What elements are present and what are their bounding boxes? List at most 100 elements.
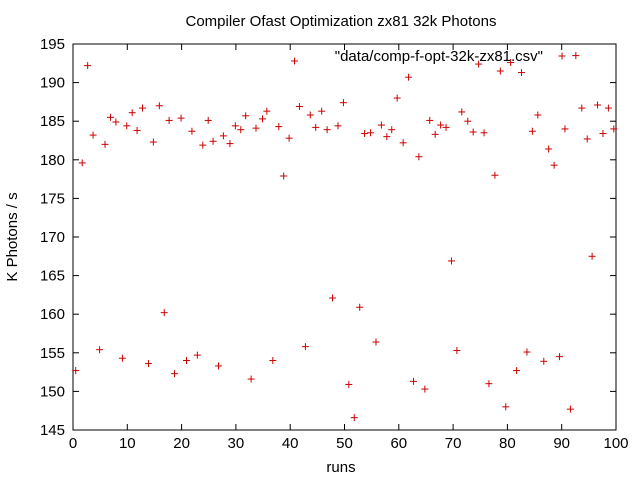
x-tick-label: 100 xyxy=(603,435,628,452)
data-point xyxy=(329,294,337,302)
data-point xyxy=(123,122,131,130)
data-point xyxy=(566,405,574,413)
data-point xyxy=(323,126,331,134)
data-point xyxy=(421,385,429,393)
y-tick-label: 155 xyxy=(40,345,65,362)
data-point xyxy=(491,171,499,179)
data-point xyxy=(610,125,618,133)
data-point xyxy=(112,118,120,126)
data-point xyxy=(204,116,212,124)
data-point xyxy=(485,380,493,388)
data-point xyxy=(431,130,439,138)
data-point xyxy=(295,103,303,111)
data-point xyxy=(219,132,227,140)
legend-marker-glyph xyxy=(558,52,566,60)
data-point xyxy=(409,377,417,385)
x-tick-label: 90 xyxy=(553,435,570,452)
data-point xyxy=(578,104,586,112)
data-point xyxy=(291,57,299,65)
data-point xyxy=(259,115,267,123)
data-point xyxy=(561,125,569,133)
data-point xyxy=(447,257,455,265)
data-point xyxy=(372,338,380,346)
data-point xyxy=(469,128,477,136)
data-point xyxy=(155,102,163,110)
data-point xyxy=(226,140,234,148)
y-axis-ticks: 145 150 155 160 165 170 175 180 185 190 195 xyxy=(40,36,616,439)
data-point xyxy=(393,94,401,102)
data-point xyxy=(528,127,536,135)
data-point xyxy=(496,67,504,75)
data-point xyxy=(252,124,260,132)
data-point xyxy=(480,129,488,137)
data-point xyxy=(453,346,461,354)
data-point xyxy=(583,135,591,143)
y-tick-label: 185 xyxy=(40,113,65,130)
data-point xyxy=(133,126,141,134)
data-point xyxy=(231,122,239,130)
data-point xyxy=(101,140,109,148)
data-point xyxy=(540,357,548,365)
data-point xyxy=(144,360,152,368)
plot-frame xyxy=(72,43,617,431)
x-tick-label: 20 xyxy=(173,435,190,452)
data-point xyxy=(72,367,80,375)
chart-title: Compiler Ofast Optimization zx81 32k Pho… xyxy=(186,13,497,30)
data-point xyxy=(507,59,515,67)
x-axis-ticks: 0 10 20 30 40 50 60 70 80 90 100 xyxy=(69,44,629,452)
data-point xyxy=(171,370,179,378)
data-point xyxy=(556,353,564,361)
data-point xyxy=(599,130,607,138)
data-point xyxy=(594,101,602,109)
data-point xyxy=(334,122,342,130)
data-point xyxy=(388,126,396,134)
x-tick-label: 80 xyxy=(499,435,516,452)
data-point xyxy=(128,109,136,117)
data-point xyxy=(215,362,223,370)
data-point xyxy=(177,114,185,122)
x-tick-label: 0 xyxy=(69,435,77,452)
data-point xyxy=(182,357,190,365)
data-point xyxy=(89,131,97,139)
y-tick-label: 150 xyxy=(40,383,65,400)
data-point xyxy=(545,145,553,153)
x-tick-label: 60 xyxy=(390,435,407,452)
data-point xyxy=(399,139,407,147)
data-point xyxy=(513,367,521,375)
data-point xyxy=(350,414,358,422)
data-point xyxy=(84,62,92,70)
x-tick-label: 40 xyxy=(282,435,299,452)
data-point xyxy=(464,117,472,125)
data-point xyxy=(442,123,450,131)
legend-marker xyxy=(558,52,566,60)
y-tick-label: 180 xyxy=(40,152,65,169)
data-point xyxy=(367,129,375,137)
y-tick-label: 165 xyxy=(40,268,65,285)
data-point xyxy=(280,172,288,180)
data-point xyxy=(118,354,126,362)
data-point xyxy=(242,112,250,120)
data-point xyxy=(275,123,283,131)
data-point xyxy=(475,60,483,68)
data-point xyxy=(502,403,510,411)
data-point xyxy=(405,73,413,81)
data-point xyxy=(523,348,531,356)
data-point xyxy=(269,357,277,365)
data-point xyxy=(139,104,147,112)
data-point xyxy=(458,108,466,116)
data-point xyxy=(306,111,314,119)
data-point xyxy=(247,375,255,383)
data-point xyxy=(604,104,612,112)
y-tick-label: 170 xyxy=(40,229,65,246)
data-point xyxy=(165,116,173,124)
y-axis-label: K Photons / s xyxy=(4,192,21,281)
data-point xyxy=(160,309,168,317)
data-point xyxy=(149,138,157,146)
data-point xyxy=(356,303,364,311)
x-tick-label: 10 xyxy=(119,435,136,452)
data-point xyxy=(312,123,320,131)
data-point xyxy=(345,380,353,388)
data-point xyxy=(199,141,207,149)
data-point xyxy=(588,252,596,260)
